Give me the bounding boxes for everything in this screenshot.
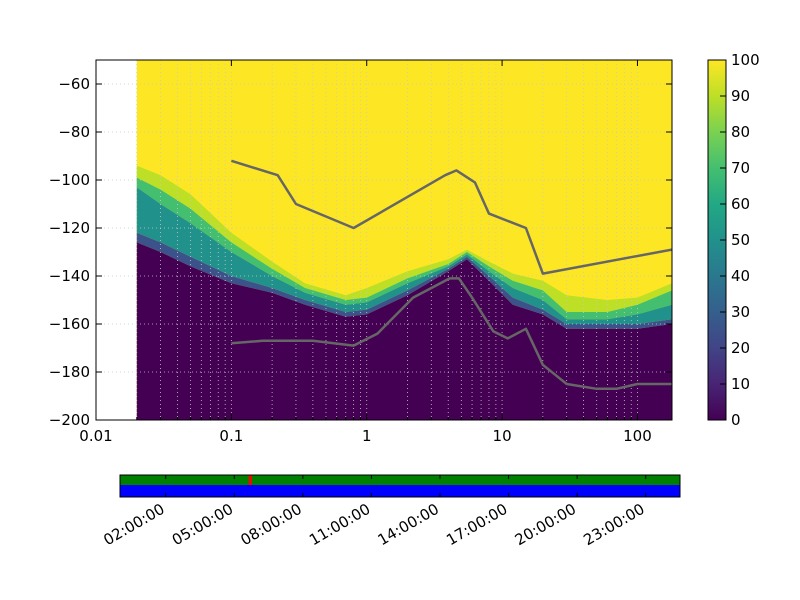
y-tick-label: −160 bbox=[49, 315, 90, 333]
colorbar-tick-label: 80 bbox=[731, 123, 750, 141]
x-tick-label: 1 bbox=[362, 427, 372, 445]
grid-lines bbox=[96, 60, 672, 420]
colorbar: 0 10 20 30 40 50 60 70 80 90 100 bbox=[707, 51, 760, 429]
timeline-tick-label: 23:00:00 bbox=[580, 500, 647, 549]
colorbar-tick-label: 100 bbox=[731, 51, 760, 69]
density-bands bbox=[136, 60, 672, 420]
timeline-tick-label: 17:00:00 bbox=[443, 500, 510, 549]
x-tick-label: 0.01 bbox=[79, 427, 112, 445]
colorbar-tick-label: 60 bbox=[731, 195, 750, 213]
timeline-tick-label: 20:00:00 bbox=[512, 500, 579, 549]
timeline-tick-label: 08:00:00 bbox=[238, 500, 305, 549]
colorbar-tick-label: 50 bbox=[731, 231, 750, 249]
high-noise-model-line bbox=[230, 159, 672, 275]
colorbar-tick-label: 40 bbox=[731, 267, 750, 285]
y-tick-label: −100 bbox=[49, 171, 90, 189]
timeline-coverage-track bbox=[120, 485, 680, 497]
colorbar-ticks: 0 10 20 30 40 50 60 70 80 90 100 bbox=[720, 51, 760, 429]
timeline-tick-label: 14:00:00 bbox=[375, 500, 442, 549]
timeline-tick-label: 05:00:00 bbox=[169, 500, 236, 549]
low-noise-model-line bbox=[231, 277, 672, 391]
plot-frame bbox=[95, 59, 673, 421]
timeline-tick-label: 11:00:00 bbox=[306, 500, 373, 549]
x-tick-label: 0.1 bbox=[219, 427, 243, 445]
colorbar-tick-label: 0 bbox=[731, 411, 741, 429]
y-tick-label: −200 bbox=[49, 411, 90, 429]
y-tick-label: −180 bbox=[49, 363, 90, 381]
density-band-0 bbox=[136, 242, 672, 420]
timeline-segments-track bbox=[120, 475, 680, 485]
colorbar-tick-label: 20 bbox=[731, 339, 750, 357]
y-tick-label: −120 bbox=[49, 219, 90, 237]
ppsd-plot: 0.01 0.1 1 10 100 −60 −80 −100 −120 −140 −160 −180… bbox=[49, 59, 673, 445]
x-tick-label: 10 bbox=[493, 427, 512, 445]
colorbar-tick-label: 30 bbox=[731, 303, 750, 321]
y-axis: −60 −80 −100 −120 −140 −160 −180 −200 bbox=[49, 75, 672, 429]
timeline: 02:00:00 05:00:00 08:00:00 11:00:00 14:00:00… bbox=[100, 474, 681, 549]
density-band-20 bbox=[136, 232, 672, 329]
model-curves bbox=[230, 159, 672, 391]
colorbar-tick-label: 70 bbox=[731, 159, 750, 177]
colorbar-tick-label: 90 bbox=[731, 87, 750, 105]
timeline-gap-marker bbox=[248, 475, 252, 485]
y-tick-label: −60 bbox=[58, 75, 90, 93]
y-tick-label: −80 bbox=[58, 123, 90, 141]
timeline-tick-label: 02:00:00 bbox=[100, 500, 167, 549]
x-axis: 0.01 0.1 1 10 100 bbox=[79, 60, 652, 445]
timeline-frame bbox=[119, 474, 681, 498]
x-tick-label: 100 bbox=[623, 427, 652, 445]
y-tick-label: −140 bbox=[49, 267, 90, 285]
colorbar-tick-label: 10 bbox=[731, 375, 750, 393]
